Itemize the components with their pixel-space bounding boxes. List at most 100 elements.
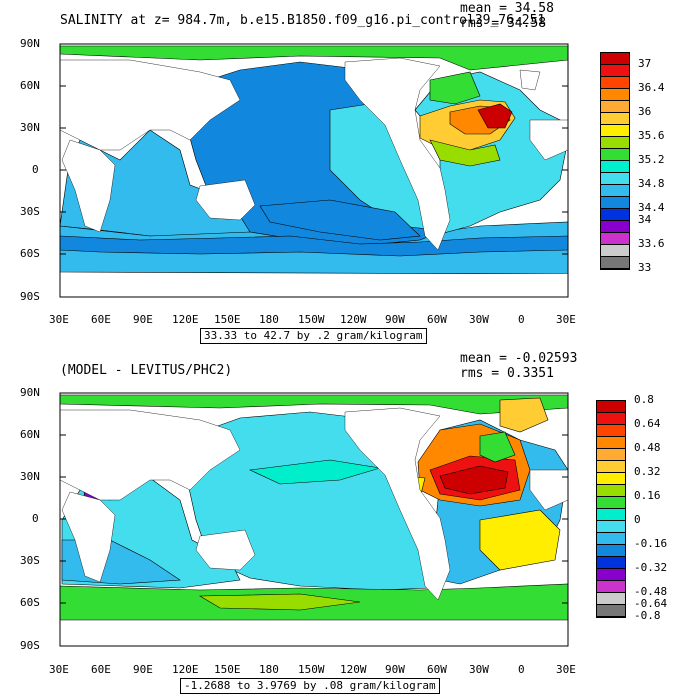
- bottom-lat-label: 90N: [20, 386, 40, 399]
- colorbar-swatch: [601, 77, 629, 89]
- colorbar-swatch: [597, 461, 625, 473]
- bottom-lon-label: 30W: [469, 663, 489, 676]
- colorbar-label: 37: [638, 57, 652, 70]
- top-lat-label: 60S: [20, 247, 40, 260]
- bottom-atlantic-anom-3: [439, 465, 509, 495]
- bottom-lat-label: 0: [32, 512, 39, 525]
- top-lon-label: 60W: [427, 313, 447, 326]
- colorbar-label: -0.32: [634, 561, 668, 574]
- colorbar-swatch: [601, 185, 629, 197]
- colorbar-label: 36.4: [638, 81, 665, 94]
- colorbar-frame: [596, 400, 626, 618]
- colorbar-swatch: [601, 245, 629, 257]
- colorbar-swatch: [601, 137, 629, 149]
- bottom-lon-label: 120W: [340, 663, 367, 676]
- bottom-eurasia-land: [59, 409, 241, 501]
- colorbar-swatch: [601, 149, 629, 161]
- bottom-lon-label: 120E: [172, 663, 199, 676]
- colorbar-swatch: [601, 89, 629, 101]
- colorbar-swatch: [597, 581, 625, 593]
- top-americas-land: [344, 57, 451, 251]
- bottom-lon-label: 150E: [214, 663, 241, 676]
- top-atlantic-high-3: [477, 103, 513, 129]
- bottom-nordic-orange: [499, 397, 549, 433]
- colorbar-swatch: [597, 533, 625, 545]
- top-title: SALINITY at z= 984.7m, b.e15.B1850.f09_g…: [60, 13, 546, 28]
- top-australia-land: [195, 179, 256, 221]
- colorbar-swatch: [601, 65, 629, 77]
- colorbar-swatch: [601, 125, 629, 137]
- colorbar-swatch: [601, 113, 629, 125]
- top-lon-label: 30E: [49, 313, 69, 326]
- bottom-lat-label: 60S: [20, 596, 40, 609]
- top-lon-label: 90W: [385, 313, 405, 326]
- colorbar-swatch: [597, 473, 625, 485]
- colorbar-label: 0: [634, 513, 641, 526]
- colorbar-swatch: [597, 521, 625, 533]
- colorbar-swatch: [597, 593, 625, 605]
- colorbar-swatch: [597, 545, 625, 557]
- bottom-southern-band: [198, 593, 361, 611]
- top-africa-land: [61, 139, 116, 233]
- colorbar-swatch: [597, 569, 625, 581]
- colorbar-swatch: [601, 101, 629, 113]
- colorbar-swatch: [597, 425, 625, 437]
- top-greenland-land: [519, 69, 541, 91]
- top-antarctica-land: [60, 274, 568, 297]
- bottom-lon-label: 60W: [427, 663, 447, 676]
- colorbar-swatch: [597, 401, 625, 413]
- top-labrador-region: [429, 71, 481, 105]
- bottom-lon-label: 60E: [91, 663, 111, 676]
- top-south-pacific-patch: [259, 199, 421, 241]
- bottom-labrador-green: [479, 431, 516, 463]
- colorbar-swatch: [597, 413, 625, 425]
- bottom-australia-land: [195, 529, 256, 571]
- colorbar-label: 34: [638, 213, 652, 226]
- colorbar-label: 34.4: [638, 201, 665, 214]
- colorbar-swatch: [597, 449, 625, 461]
- colorbar-swatch: [601, 233, 629, 245]
- bottom-pacific-band: [248, 459, 381, 485]
- colorbar-swatch: [601, 161, 629, 173]
- top-lon-label: 180: [259, 313, 279, 326]
- colorbar-swatch: [597, 497, 625, 509]
- bottom-ticks: [60, 434, 568, 604]
- bottom-lon-label: 30E: [556, 663, 576, 676]
- bottom-caption: -1.2688 to 3.9769 by .08 gram/kilogram: [180, 678, 440, 694]
- top-lon-label: 120E: [172, 313, 199, 326]
- top-lat-label: 30S: [20, 205, 40, 218]
- top-lat-label: 90S: [20, 290, 40, 303]
- bottom-lat-label: 30N: [20, 470, 40, 483]
- bottom-lat-label: 90S: [20, 639, 40, 652]
- colorbar-label: 0.16: [634, 489, 661, 502]
- top-lon-label: 90E: [133, 313, 153, 326]
- top-lon-label: 150W: [298, 313, 325, 326]
- top-eurasia-land: [59, 59, 241, 151]
- bottom-map: [59, 392, 569, 647]
- colorbar-label: 33: [638, 261, 652, 274]
- colorbar-swatch: [601, 173, 629, 185]
- top-lat-label: 30N: [20, 121, 40, 134]
- colorbar-label: 33.6: [638, 237, 665, 250]
- top-lon-label: 0: [518, 313, 525, 326]
- top-map: [59, 43, 569, 298]
- bottom-lon-label: 150W: [298, 663, 325, 676]
- colorbar-swatch: [601, 209, 629, 221]
- colorbar-label: -0.8: [634, 609, 661, 622]
- colorbar-swatch: [597, 509, 625, 521]
- top-lon-label: 60E: [91, 313, 111, 326]
- bottom-lon-label: 90E: [133, 663, 153, 676]
- top-rms: rms = 34.58: [460, 16, 547, 31]
- colorbar-swatch: [597, 485, 625, 497]
- colorbar-swatch: [597, 605, 625, 617]
- bottom-lon-label: 0: [518, 663, 525, 676]
- top-mean: mean = 34.58: [460, 1, 554, 16]
- colorbar-label: 0.48: [634, 441, 661, 454]
- top-lat-label: 90N: [20, 37, 40, 50]
- top-lon-label: 150E: [214, 313, 241, 326]
- top-atlantic-green: [429, 139, 501, 167]
- colorbar-label: 35.2: [638, 153, 665, 166]
- bottom-lon-label: 30E: [49, 663, 69, 676]
- top-europe-land: [529, 119, 569, 161]
- colorbar-swatch: [601, 221, 629, 233]
